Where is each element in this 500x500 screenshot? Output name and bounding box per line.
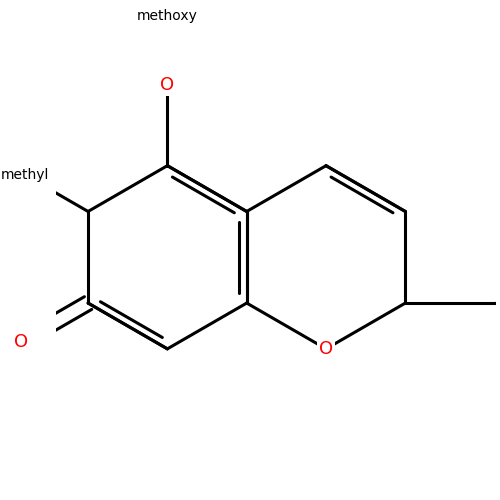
Text: O: O <box>319 340 333 358</box>
Text: methyl: methyl <box>0 168 49 182</box>
Text: O: O <box>14 333 28 351</box>
Text: methoxy: methoxy <box>137 10 198 24</box>
Text: O: O <box>160 76 174 94</box>
